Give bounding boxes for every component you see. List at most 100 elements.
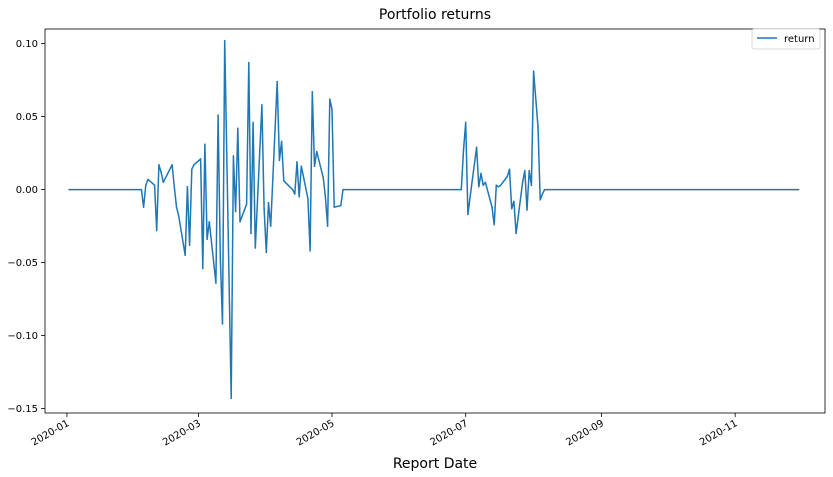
y-tick-label: 0.10 [16,39,38,50]
data-point [158,164,160,166]
data-point [245,203,248,205]
data-point [142,206,145,208]
data-point [543,188,546,191]
data-point [495,184,498,186]
data-point [524,169,526,172]
data-point [217,114,219,116]
data-point [491,206,493,208]
data-point [193,164,195,166]
data-point [508,168,511,170]
data-point [462,149,465,151]
data-point [499,184,502,186]
data-point [202,267,204,270]
data-point [175,206,178,208]
plot-frame [44,28,826,414]
series-layer [68,39,800,400]
data-point [230,397,232,400]
data-point [342,188,344,191]
data-point [482,184,484,186]
data-point [340,204,342,207]
data-point [313,165,316,167]
data-point [539,199,541,201]
data-point [528,169,530,172]
data-point [219,256,222,258]
data-point [300,165,303,167]
data-point [232,155,235,157]
legend-label-return: return [784,34,815,45]
data-point [797,188,800,191]
data-point [263,207,265,210]
data-point [280,140,283,143]
data-point [315,150,318,153]
data-point [515,232,517,235]
data-point [278,159,281,162]
data-point [215,282,217,284]
data-point [532,70,535,73]
y-tick-label: −0.10 [7,331,38,342]
data-point [173,185,176,188]
data-point [331,108,333,111]
data-point [248,61,250,64]
legend: return [751,28,821,50]
data-point [250,232,252,235]
data-point [234,210,237,213]
data-point [311,91,314,93]
data-point [237,127,239,130]
data-point [188,244,191,246]
data-point [208,220,211,223]
y-tick-label: 0.00 [16,185,38,196]
data-point [467,213,469,216]
data-point [177,215,180,217]
legend-box [751,28,821,50]
data-point [291,188,294,191]
data-point [497,185,500,188]
data-point [298,196,300,198]
data-point [484,181,487,184]
x-axis-label: Report Date [393,456,477,472]
data-point [329,98,331,100]
data-point [478,185,480,188]
data-point [530,184,533,186]
data-point [68,188,70,191]
data-point [199,158,202,160]
data-point [526,209,528,211]
data-point [239,220,241,223]
data-point [510,207,513,210]
data-point [480,172,482,175]
data-point [186,185,189,188]
data-point [506,175,509,178]
data-point [294,193,296,195]
data-point [145,184,147,186]
data-point [469,196,471,198]
data-point [252,121,254,124]
chart-title: Portfolio returns [379,7,491,23]
data-point [140,188,143,191]
data-point [261,104,263,106]
data-point [324,196,327,198]
y-tick-label: −0.15 [7,404,38,415]
data-point [171,164,173,166]
data-point [537,126,539,128]
data-point [307,197,309,200]
data-point [460,188,463,191]
data-point [223,39,226,42]
data-point [221,323,224,325]
data-point [333,206,335,208]
y-tick-label: −0.05 [7,258,38,269]
plot-area [45,29,825,413]
data-point [296,161,298,163]
data-point [513,200,515,203]
data-point [322,177,325,179]
data-point [254,247,257,249]
data-point [326,225,329,227]
data-point [204,143,206,146]
y-tick-label: 0.05 [16,112,38,123]
data-point [269,225,272,227]
data-point [206,238,208,241]
data-point [155,229,158,232]
data-point [184,254,186,257]
data-point [276,80,278,83]
data-point [283,180,285,182]
data-point [541,193,544,195]
